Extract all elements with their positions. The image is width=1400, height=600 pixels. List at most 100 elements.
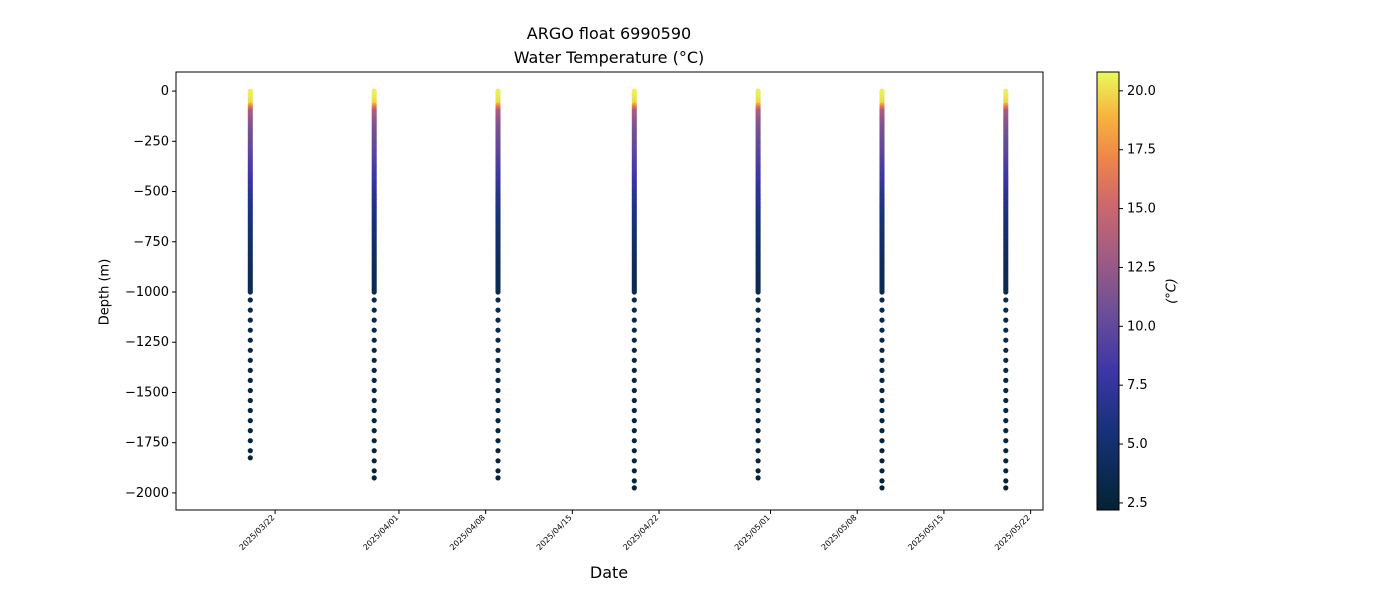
data-point: [1003, 428, 1009, 434]
data-point: [879, 357, 885, 363]
data-point: [1003, 478, 1009, 484]
data-point: [371, 387, 377, 394]
data-point: [371, 407, 377, 414]
x-tick-label: 2025/05/01: [733, 513, 772, 552]
data-point: [879, 478, 885, 484]
data-point: [495, 448, 501, 454]
data-point: [879, 367, 885, 373]
y-tick-label: −750: [133, 235, 169, 250]
data-point: [1003, 367, 1009, 373]
data-point: [631, 468, 637, 474]
data-point: [495, 357, 501, 363]
data-point: [631, 347, 637, 353]
data-point: [879, 337, 885, 343]
x-tick-label: 2025/05/08: [820, 513, 859, 552]
profile-2025-04-30: [755, 88, 761, 481]
data-point: [495, 377, 501, 383]
y-tick-label: −1250: [125, 335, 169, 350]
data-point: [631, 307, 637, 313]
data-point: [755, 428, 761, 434]
data-point: [1003, 458, 1009, 464]
data-point: [755, 458, 761, 464]
profile-2025-03-20: [247, 88, 253, 461]
data-point: [495, 397, 501, 404]
data-point: [371, 307, 377, 313]
data-point: [1003, 485, 1009, 491]
data-point: [755, 307, 761, 313]
data-point: [495, 367, 501, 373]
data-point: [631, 407, 637, 414]
data-point: [247, 327, 253, 333]
data-point: [371, 418, 377, 424]
data-point: [1003, 297, 1009, 303]
data-point: [495, 418, 501, 424]
data-point: [247, 455, 253, 461]
data-point: [495, 387, 501, 394]
data-point: [247, 407, 253, 414]
data-point: [247, 438, 253, 444]
data-point: [371, 448, 377, 454]
data-point: [495, 428, 501, 434]
data-point: [631, 357, 637, 363]
data-point: [755, 407, 761, 414]
data-point: [1003, 307, 1009, 313]
data-point: [371, 377, 377, 383]
data-point: [631, 418, 637, 424]
data-point: [371, 468, 377, 474]
x-tick-label: 2025/05/15: [906, 513, 945, 552]
data-point: [1003, 407, 1009, 414]
data-point: [1003, 357, 1009, 363]
x-tick-label: 2025/04/08: [448, 513, 487, 552]
colorbar-tick-label: 12.5: [1127, 260, 1156, 275]
data-point: [755, 297, 761, 303]
data-point: [879, 317, 885, 323]
data-point: [247, 377, 253, 383]
chart-title: ARGO float 6990590: [526, 24, 692, 43]
data-point: [879, 485, 885, 491]
data-point: [247, 307, 253, 313]
colorbar: 2.5 5.0 7.5 10.0 12.5 15.0 17.5 20.0: [1096, 71, 1156, 511]
data-point: [879, 468, 885, 474]
data-point: [371, 438, 377, 444]
colorbar-label: (°C): [1164, 278, 1180, 304]
data-point: [879, 297, 885, 303]
chart-subtitle: Water Temperature (°C): [513, 48, 705, 67]
data-point: [247, 367, 253, 373]
data-point: [755, 418, 761, 424]
data-point: [631, 297, 637, 303]
profile-2025-05-20: [1003, 88, 1009, 491]
data-point: [371, 347, 377, 353]
data-point: [631, 387, 637, 394]
data-point: [631, 428, 637, 434]
y-tick-label: −1500: [125, 385, 169, 400]
data-point: [495, 438, 501, 444]
y-tick-label: −250: [133, 134, 169, 149]
profile-2025-04-20: [631, 88, 637, 491]
data-point: [1003, 468, 1009, 474]
data-point: [495, 297, 501, 303]
data-point: [247, 448, 253, 454]
data-point: [755, 397, 761, 404]
data-point: [755, 347, 761, 353]
data-point: [631, 448, 637, 454]
data-point: [879, 428, 885, 434]
data-point: [755, 317, 761, 323]
data-point: [755, 337, 761, 343]
y-tick-label: 0: [161, 84, 169, 99]
data-point: [247, 387, 253, 394]
data-point: [247, 337, 253, 343]
colorbar-tick-label: 5.0: [1127, 437, 1148, 452]
data-point: [879, 458, 885, 464]
data-point: [755, 468, 761, 474]
y-axis-label: Depth (m): [97, 258, 113, 326]
data-points: [247, 88, 1009, 491]
data-point: [1003, 377, 1009, 383]
data-point: [631, 289, 637, 295]
y-tick-label: −500: [133, 185, 169, 200]
data-point: [879, 438, 885, 444]
data-point: [879, 377, 885, 383]
data-point: [879, 289, 885, 295]
data-point: [631, 327, 637, 333]
data-point: [631, 397, 637, 404]
